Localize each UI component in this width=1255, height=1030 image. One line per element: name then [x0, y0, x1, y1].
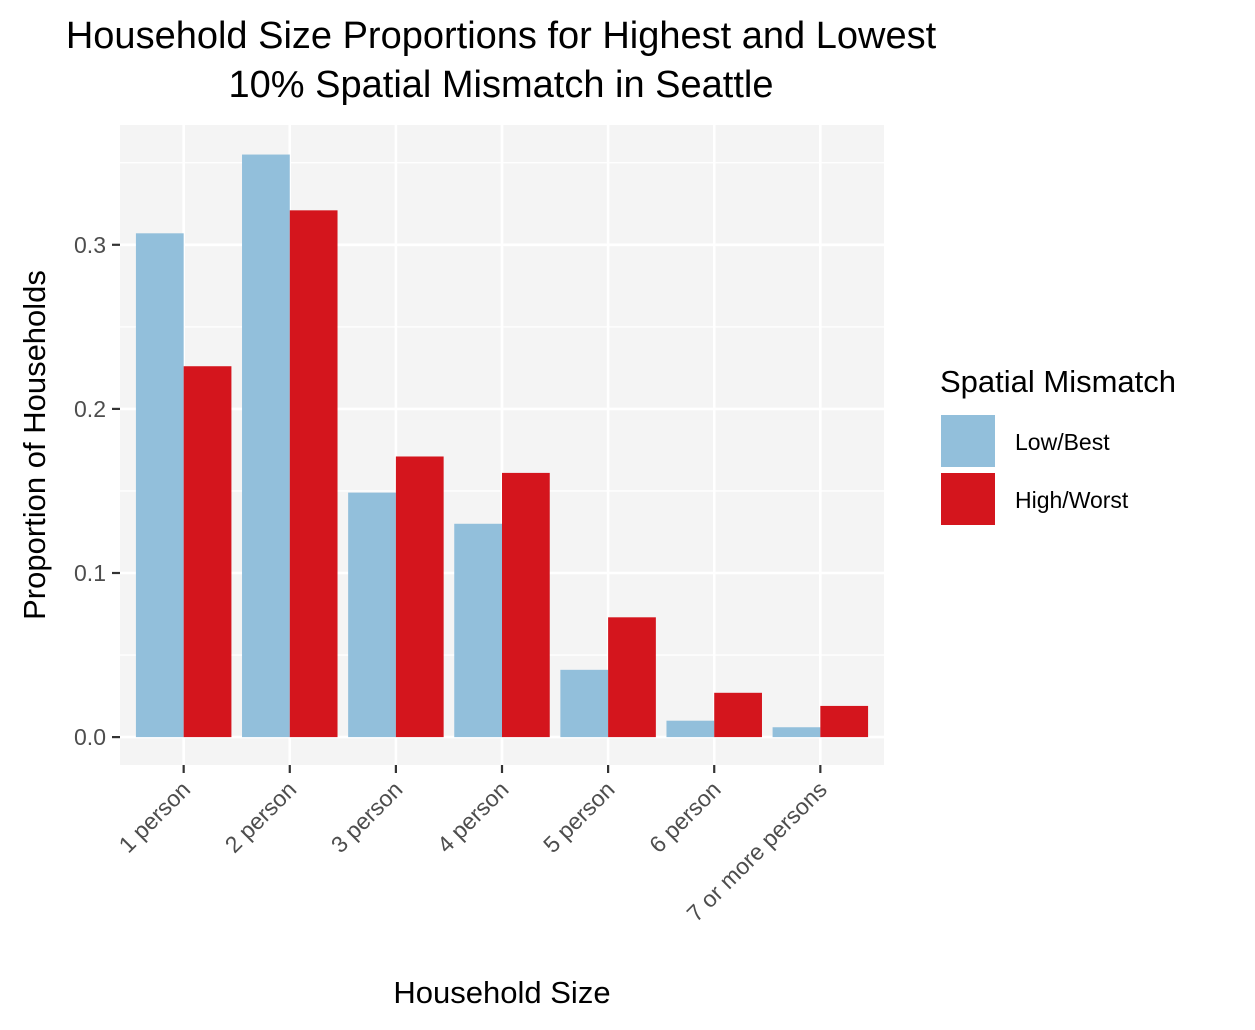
y-axis-title: Proportion of Households — [17, 270, 52, 620]
bar — [820, 705, 869, 738]
bar — [454, 523, 502, 738]
bar — [608, 617, 656, 738]
bar — [772, 727, 821, 738]
x-tick-label: 2 person — [220, 776, 302, 858]
x-tick-label: 6 person — [644, 776, 726, 858]
bar — [289, 210, 338, 738]
bar — [502, 472, 550, 738]
y-tick-label: 0.3 — [74, 232, 106, 258]
legend-title: Spatial Mismatch — [940, 364, 1176, 399]
bar — [135, 233, 184, 738]
bars — [135, 154, 869, 738]
bar — [348, 492, 396, 738]
y-tick-label: 0.1 — [74, 560, 106, 586]
legend: Spatial Mismatch Low/Best High/Worst — [939, 364, 1176, 527]
y-tick-label: 0.0 — [74, 724, 106, 750]
x-tick-label: 4 person — [432, 776, 514, 858]
chart-title-line: Household Size Proportions for Highest a… — [66, 15, 937, 57]
bar — [714, 692, 762, 738]
bar — [242, 154, 290, 738]
chart-title-line: 10% Spatial Mismatch in Seattle — [229, 64, 774, 106]
legend-label: High/Worst — [1015, 487, 1129, 513]
x-tick-label: 5 person — [538, 776, 620, 858]
x-tick-label: 3 person — [326, 776, 408, 858]
chart-title: Household Size Proportions for Highest a… — [66, 15, 937, 106]
bar — [395, 456, 444, 738]
bar — [666, 720, 715, 738]
x-tick-label: 1 person — [114, 776, 196, 858]
legend-key — [939, 471, 997, 527]
legend-label: Low/Best — [1015, 429, 1110, 455]
legend-key — [939, 413, 997, 469]
y-tick-label: 0.2 — [74, 396, 106, 422]
y-axis: 0.0 0.1 0.2 0.3 — [74, 232, 120, 750]
x-axis-title: Household Size — [393, 975, 610, 1010]
bar — [560, 669, 609, 738]
bar — [183, 366, 232, 738]
x-axis: 1 person 2 person 3 person 4 person 5 person… — [114, 765, 832, 927]
